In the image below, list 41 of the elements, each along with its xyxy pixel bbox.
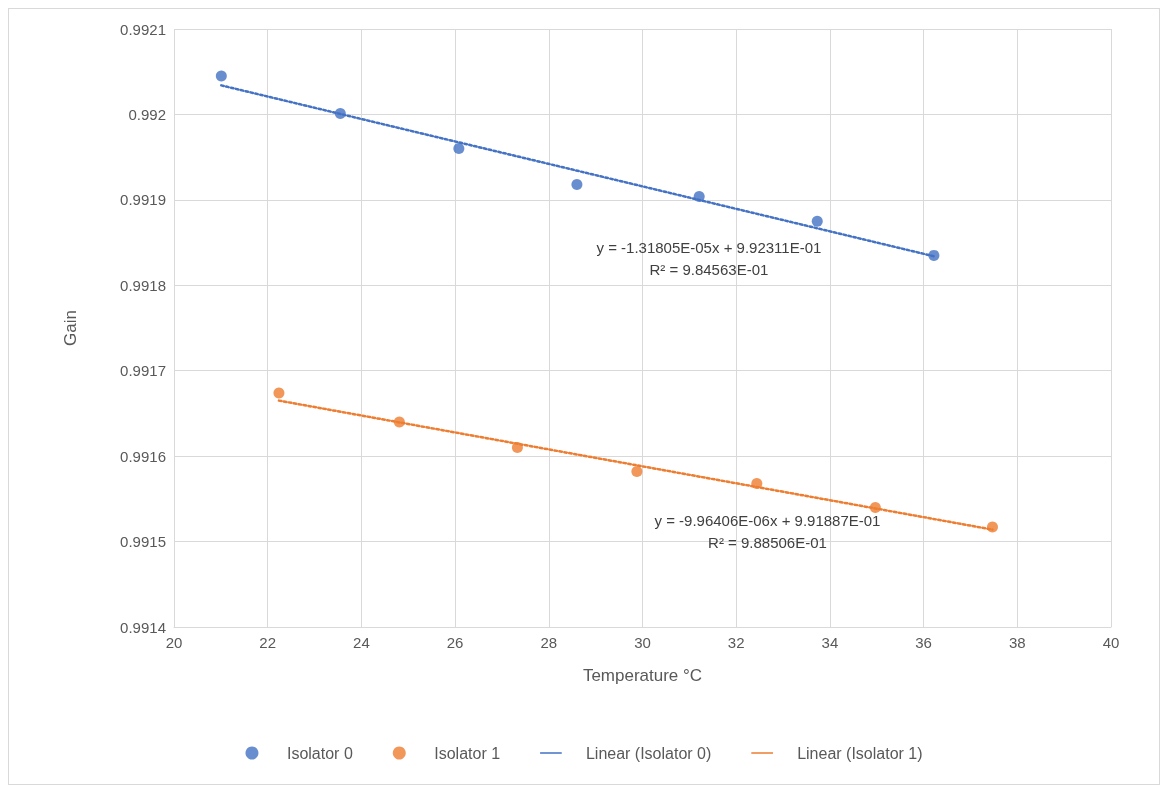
annotation: y = -1.31805E-05x + 9.92311E-01 R² = 9.84563E-01 (596, 238, 822, 278)
x-tick-label: 32 (727, 634, 745, 651)
y-axis-title: Gain (61, 310, 80, 346)
point (928, 249, 940, 261)
point (986, 521, 998, 533)
x-tick-label: 40 (1102, 634, 1120, 651)
x-tick-label: 36 (915, 634, 932, 651)
x-tick-label: 20 (165, 634, 183, 651)
point (215, 70, 227, 82)
x-tick-label: 28 (540, 634, 558, 651)
x-tick-label: 22 (259, 634, 277, 651)
point (869, 501, 881, 513)
x-axis-title: Temperature °C (582, 666, 703, 685)
annotation: y = -9.96406E-06x + 9.91887E-01 R² = 9.88506E-01 (654, 512, 881, 552)
point (811, 215, 823, 227)
x-tick-label: 30 (634, 634, 651, 651)
legend-label: Isolator 0 (286, 744, 353, 762)
point (334, 108, 346, 120)
y-tick-label: 0.992 (128, 105, 166, 123)
legend-label: Isolator 1 (434, 744, 501, 762)
x-tick-label: 26 (446, 634, 464, 651)
point (511, 442, 523, 454)
x-tick-label: 34 (821, 634, 839, 651)
x-tick-label: 38 (1008, 634, 1026, 651)
point (571, 178, 583, 190)
y-tick-label: 0.9919 (120, 191, 166, 209)
x-tick-label: 24 (353, 634, 370, 651)
y-tick-label: 0.9918 (120, 276, 166, 294)
legend-label: Linear (Isolator 0) (585, 744, 712, 762)
point (751, 477, 763, 489)
point (693, 190, 705, 202)
y-tick-label: 0.9917 (120, 362, 166, 380)
y-tick-label: 0.9921 (120, 20, 166, 38)
y-tick-label: 0.9916 (120, 447, 166, 465)
point (631, 466, 643, 478)
y-tick-label: 0.9914 (120, 618, 166, 636)
legend-label: Linear (Isolator 1) (797, 744, 923, 762)
point (453, 143, 465, 155)
point (273, 387, 285, 399)
y-tick-label: 0.9915 (120, 533, 166, 551)
point (393, 416, 405, 428)
